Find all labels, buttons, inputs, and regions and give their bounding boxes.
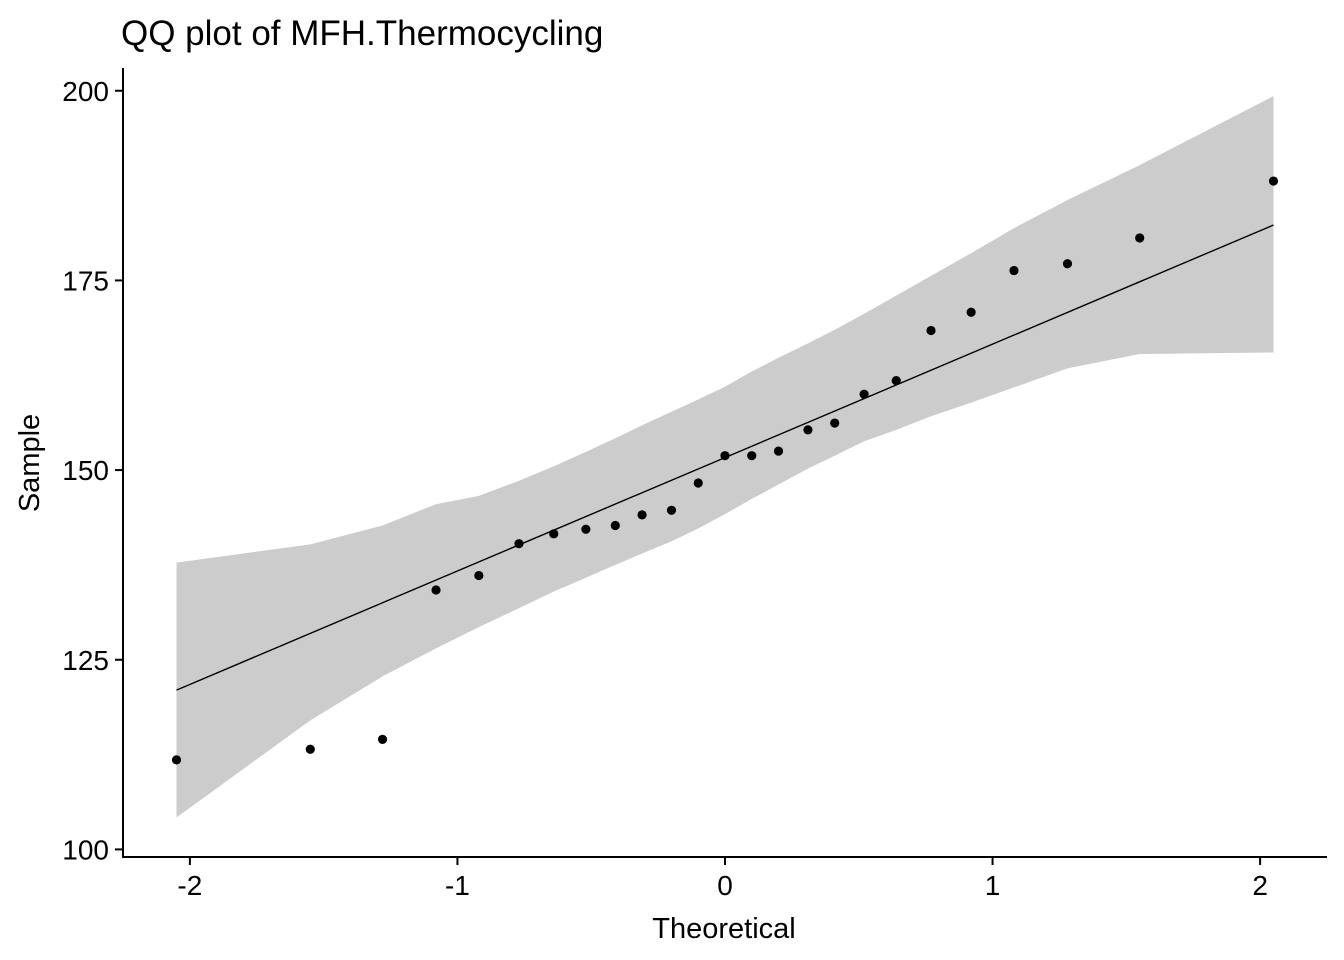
data-point-5 [474,570,484,581]
x-tick-label-3: 0 [717,870,733,901]
y-axis-label: Sample [14,414,46,512]
data-point-25 [1268,176,1279,186]
x-tick-label-2: -1 [445,870,470,901]
x-tick-label-4: 1 [985,870,1001,901]
data-point-20 [926,325,936,336]
data-point-17 [830,418,840,428]
y-axis-ticks: 100 125 150 175 200 [62,76,123,865]
y-tick-label-5: 200 [62,76,109,107]
data-point-8 [581,524,591,534]
y-tick-label-4: 175 [62,265,109,296]
data-point-18 [859,389,869,399]
y-tick-label-3: 150 [62,455,109,486]
data-point-13 [720,451,730,461]
data-point-2 [305,744,315,754]
data-point-16 [803,425,813,435]
data-point-6 [514,539,524,549]
data-point-12 [693,478,703,488]
data-point-21 [966,307,976,317]
y-tick-label-2: 125 [62,645,109,676]
y-tick-label-1: 100 [62,834,109,865]
data-point-7 [549,529,559,539]
x-tick-label-5: 2 [1252,870,1268,901]
data-point-14 [747,451,757,461]
x-axis-ticks: -2 -1 0 1 2 [177,857,1268,901]
data-point-22 [1009,265,1019,276]
data-point-24 [1135,233,1145,243]
data-point-11 [666,505,677,515]
data-point-23 [1062,259,1073,269]
data-point-15 [773,446,784,456]
data-point-9 [610,520,620,531]
data-point-3 [377,734,388,745]
data-point-19 [891,375,901,386]
data-point-10 [637,510,647,520]
x-tick-label-1: -2 [177,870,202,901]
data-point-1 [171,755,182,765]
x-axis-label: Theoretical [652,913,795,945]
data-points-layer [171,176,1279,765]
chart-title: QQ plot of MFH.Thermocycling [121,14,603,53]
data-point-4 [431,585,441,595]
